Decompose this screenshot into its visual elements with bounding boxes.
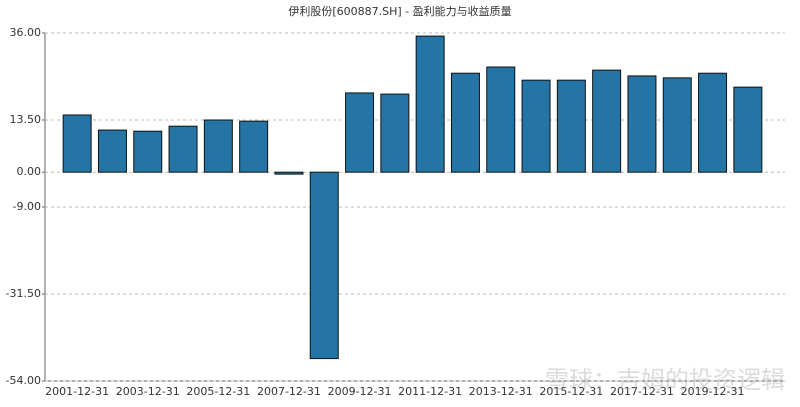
bar [450, 72, 480, 173]
y-tick-label: -9.00 [13, 200, 41, 213]
bar [556, 79, 586, 173]
y-tick-label: -54.00 [6, 374, 41, 387]
bar [627, 75, 657, 173]
x-tick-label: 2017-12-31 [610, 385, 674, 398]
x-tick-label: 2019-12-31 [681, 385, 745, 398]
x-tick-label: 2003-12-31 [116, 385, 180, 398]
bar [203, 119, 233, 173]
x-tick-label: 2007-12-31 [257, 385, 321, 398]
bar [380, 93, 410, 173]
bar [309, 171, 339, 360]
x-tick-label: 2011-12-31 [398, 385, 462, 398]
bar [415, 35, 445, 173]
watermark: 雪球：吉姆的投资逻辑 [545, 366, 785, 394]
bar [133, 130, 163, 173]
y-tick-label: 0.00 [17, 165, 42, 178]
bar [274, 171, 304, 175]
bar [168, 125, 198, 173]
x-tick-label: 2015-12-31 [539, 385, 603, 398]
y-tick-label: 36.00 [10, 26, 42, 39]
y-tick-label: -31.50 [6, 287, 41, 300]
bar [62, 114, 92, 173]
bar [486, 66, 516, 173]
bar [662, 77, 692, 173]
y-tick-label: 13.50 [10, 113, 42, 126]
x-tick-label: 2013-12-31 [469, 385, 533, 398]
bar [698, 72, 728, 173]
x-tick-label: 2009-12-31 [328, 385, 392, 398]
bar [345, 92, 375, 173]
bar [97, 129, 127, 173]
bar [592, 69, 622, 173]
x-tick-label: 2005-12-31 [186, 385, 250, 398]
bar [239, 120, 269, 173]
bar [521, 79, 551, 173]
x-tick-label: 2001-12-31 [45, 385, 109, 398]
bar [733, 86, 763, 173]
chart-title: 伊利股份[600887.SH] - 盈利能力与收益质量 [288, 4, 511, 18]
